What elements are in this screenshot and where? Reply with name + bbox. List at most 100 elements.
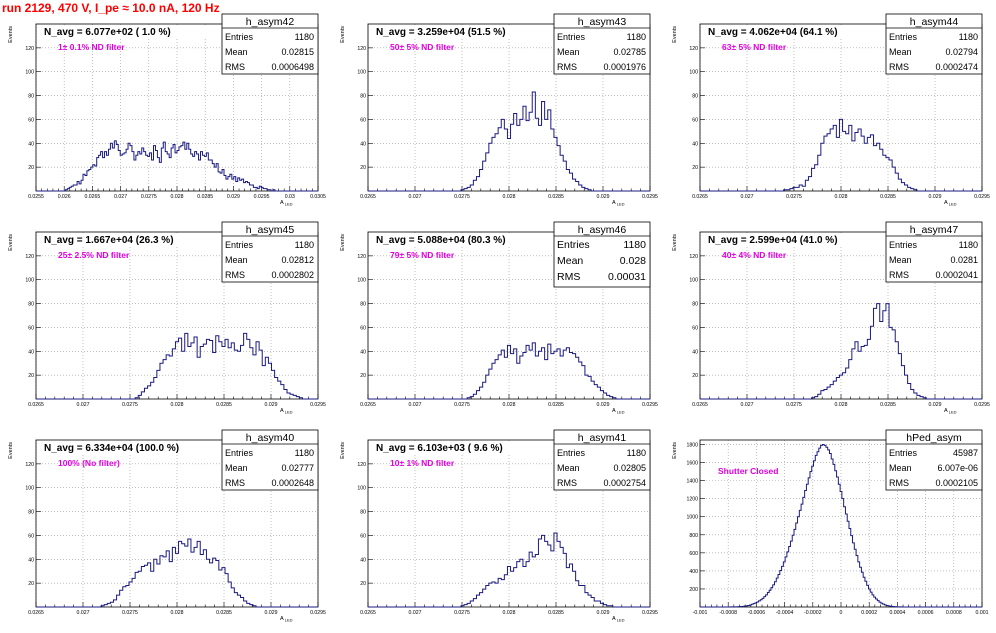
y-tick-label: 60 [28,533,34,539]
x-tick-label: 0.001 [976,610,989,616]
x-axis-label: A LED [280,200,293,207]
x-tick-label: 0.027 [409,194,422,200]
stats-label: RMS [557,62,577,72]
navg-label: N_avg = 6.334e+04 (100.0 %) [44,443,179,454]
y-tick-label: 40 [692,141,698,147]
stats-title: h_asym43 [578,16,627,28]
x-tick-label: 0.0275 [454,194,470,200]
navg-background [371,441,559,455]
x-axis-label-sub: LED [948,410,957,415]
filter-label: Shutter Closed [718,466,778,476]
y-tick-label: 20 [692,373,698,379]
y-tick-label: 1400 [686,479,698,485]
x-axis-label-sub: LED [616,410,625,415]
x-tick-label: 0.027 [409,402,422,408]
stats-label: Entries [557,448,586,458]
x-tick-label: 0.0265 [692,402,708,408]
stats-label: RMS [557,478,577,488]
histogram-line [368,91,650,192]
x-tick-label: 0.028 [171,402,184,408]
y-tick-label: 200 [689,587,698,593]
x-tick-label: -0.0008 [719,610,737,616]
stats-label: Mean [557,47,580,57]
y-tick-label: 120 [25,46,34,52]
stats-value: 1180 [295,240,314,250]
stats-value: 0.0002754 [603,478,646,488]
x-tick-label: 0.0295 [310,402,326,408]
navg-background [703,233,891,247]
x-tick-label: 0.0265 [360,194,376,200]
x-tick-label: 0.0008 [946,610,962,616]
x-tick-label: 0.0255 [28,194,44,200]
y-tick-label: 20 [28,581,34,587]
stats-value: 0.02777 [281,463,314,473]
histogram-panel-h_asym40: 0.0265 0.027 0.0275 0.028 0.0285 0.029 0.0295 2… [0,426,332,633]
y-tick-label: 400 [689,569,698,575]
histogram-line [36,140,318,192]
navg-background [371,25,559,39]
stats-value: 0.02812 [281,255,314,265]
stats-value: 0.02805 [613,463,646,473]
x-tick-label: 0.0295 [642,194,658,200]
y-tick-label: 60 [360,533,366,539]
y-tick-label: 1000 [686,515,698,521]
stats-title: h_asym45 [246,224,295,236]
y-tick-label: 120 [689,254,698,260]
stats-value: 1180 [295,32,314,42]
y-tick-label: 60 [692,117,698,123]
x-axis-label: A LED [612,408,625,415]
stats-label: RMS [889,270,909,280]
x-axis-label: A LED [612,200,625,207]
histogram-line [368,532,650,608]
x-axis-label-sub: LED [948,202,957,207]
stats-box [885,429,983,491]
x-tick-label: 0.0295 [974,402,990,408]
x-tick-label: 0.029 [929,194,942,200]
filter-label: 1± 0.1% ND filter [58,42,125,52]
histogram-svg: 0.0265 0.027 0.0275 0.028 0.0285 0.029 0.0295 2… [672,221,990,415]
stats-label: RMS [889,478,909,488]
stats-label: Mean [557,463,580,473]
x-tick-label: 0.029 [597,194,610,200]
stats-label: Mean [225,255,248,265]
y-tick-label: 40 [360,349,366,355]
y-tick-label: 20 [360,373,366,379]
x-tick-label: 0.029 [227,194,240,200]
x-axis-label: A LED [944,200,957,207]
x-tick-label: 0.0265 [360,610,376,616]
x-tick-label: 0.0265 [692,194,708,200]
stats-label: Entries [557,32,586,42]
x-tick-label: 0.0006 [918,610,934,616]
x-tick-label: 0.029 [597,610,610,616]
histogram-svg: 0.0265 0.027 0.0275 0.028 0.0285 0.029 0.0295 2… [8,429,326,623]
y-tick-label: 80 [692,94,698,100]
stats-label: Entries [225,448,254,458]
y-tick-label: 80 [28,94,34,100]
y-tick-label: 100 [689,70,698,76]
stats-value: 0.0002802 [271,270,314,280]
x-tick-label: 0.028 [503,610,516,616]
navg-label: N_avg = 2.599e+04 (41.0 %) [708,235,838,246]
x-tick-label: 0.0285 [216,610,232,616]
x-axis-label-sub: LED [284,618,293,623]
x-axis-label: A LED [612,616,625,623]
y-axis-label: Events [340,26,346,43]
x-tick-label: -0.0004 [776,610,794,616]
x-tick-label: 0.0295 [642,610,658,616]
y-tick-label: 60 [360,325,366,331]
histogram-panel-h_asym43: 0.0265 0.027 0.0275 0.028 0.0285 0.029 0.0295 2… [332,10,664,217]
y-tick-label: 60 [360,117,366,123]
x-tick-label: 0.028 [171,194,184,200]
y-tick-label: 20 [360,165,366,171]
stats-value: 0.0002474 [935,62,978,72]
x-tick-label: 0.0285 [197,194,213,200]
y-tick-label: 80 [28,510,34,516]
navg-background [39,233,227,247]
stats-box [885,221,983,283]
stats-label: Entries [225,32,254,42]
stats-value: 0.0281 [950,255,978,265]
y-tick-label: 80 [692,302,698,308]
filter-label: 63± 5% ND filter [722,42,787,52]
y-tick-label: 80 [360,510,366,516]
navg-label: N_avg = 6.077e+02 ( 1.0 %) [44,27,171,38]
